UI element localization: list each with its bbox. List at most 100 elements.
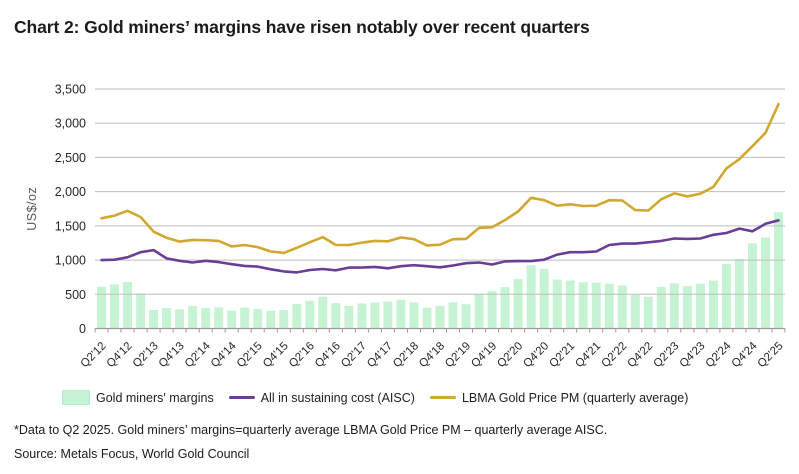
- margin-bar: [513, 278, 523, 329]
- margin-bar: [565, 280, 575, 329]
- margin-bar: [669, 283, 679, 329]
- margin-bar: [630, 295, 640, 329]
- y-tick-label: 3,000: [55, 117, 86, 131]
- margin-bar: [214, 307, 224, 329]
- chart-canvas: 05001,0001,5002,0002,5003,0003,500Q2'12Q…: [25, 83, 786, 371]
- x-tick-label: Q2'15: [235, 340, 265, 370]
- margin-bar: [578, 282, 588, 329]
- margin-bar: [175, 309, 185, 329]
- margin-bar: [448, 302, 458, 329]
- gold-price-line: [100, 102, 780, 255]
- margin-bar: [774, 212, 783, 329]
- margin-bar: [539, 269, 549, 329]
- x-tick-label: Q4'18: [417, 340, 447, 370]
- x-tick-label: Q4'15: [261, 340, 291, 370]
- margins-swatch: [62, 390, 90, 405]
- legend-label-gold-price: LBMA Gold Price PM (quarterly average): [461, 390, 689, 405]
- margin-bar: [266, 310, 276, 329]
- x-tick-label: Q4'24: [730, 340, 760, 370]
- margin-bar: [357, 303, 367, 329]
- margin-bar: [292, 303, 302, 329]
- x-tick-label: Q2'12: [79, 340, 109, 370]
- legend-item-gold-price: LBMA Gold Price PM (quarterly average): [429, 390, 689, 405]
- aisc-swatch: [228, 396, 255, 399]
- margin-bar: [136, 293, 146, 329]
- y-tick-label: 2,500: [55, 151, 86, 165]
- x-tick-label: Q4'19: [469, 340, 499, 370]
- x-tick-label: Q2'19: [443, 340, 473, 370]
- margin-bar: [331, 303, 341, 329]
- margin-bar: [734, 259, 744, 329]
- x-tick-label: Q2'13: [131, 340, 161, 370]
- x-tick-label: Q4'14: [209, 340, 239, 370]
- margin-bar: [656, 286, 666, 329]
- x-tick-label: Q2'20: [495, 340, 525, 370]
- margin-bar: [617, 285, 627, 329]
- gold-price-swatch: [429, 396, 456, 399]
- y-tick-label: 3,500: [55, 83, 86, 97]
- margin-bar: [422, 307, 432, 329]
- margin-bar: [370, 302, 380, 329]
- margin-bar: [604, 283, 614, 329]
- legend-item-margins: Gold miners' margins: [62, 390, 214, 405]
- x-tick-label: Q2'18: [391, 340, 421, 370]
- margin-bar: [461, 304, 471, 329]
- legend-label-margins: Gold miners' margins: [96, 390, 214, 405]
- y-tick-label: 2,000: [55, 185, 86, 199]
- margin-bar: [643, 296, 653, 329]
- margin-bar: [383, 301, 393, 329]
- x-tick-label: Q4'21: [573, 340, 603, 370]
- margin-bar: [318, 296, 328, 329]
- margin-bar: [201, 308, 211, 329]
- margin-bar: [253, 309, 263, 329]
- x-tick-label: Q2'23: [651, 340, 681, 370]
- margin-bar: [396, 299, 406, 329]
- x-tick-label: Q2'24: [704, 340, 734, 370]
- margin-bar: [487, 291, 497, 329]
- margin-bar: [435, 305, 445, 329]
- source-line: Source: Metals Focus, World Gold Council: [14, 447, 250, 461]
- margin-bar: [695, 283, 705, 329]
- margin-bar: [721, 263, 731, 329]
- x-tick-label: Q2'14: [183, 340, 213, 370]
- x-tick-label: Q4'23: [678, 340, 708, 370]
- footnote: *Data to Q2 2025. Gold miners’ margins=q…: [14, 423, 608, 437]
- y-tick-label: 500: [65, 288, 86, 302]
- margin-bar: [500, 287, 510, 329]
- legend-item-aisc: All in sustaining cost (AISC): [228, 390, 415, 405]
- margin-bar: [162, 308, 172, 329]
- x-tick-label: Q4'17: [365, 340, 395, 370]
- margin-bar: [526, 265, 536, 329]
- x-tick-label: Q2'25: [756, 340, 786, 370]
- y-tick-label: 1,000: [55, 254, 86, 268]
- margin-bar: [748, 243, 757, 329]
- aisc-line: [100, 219, 780, 274]
- x-tick-label: Q2'16: [287, 340, 317, 370]
- margin-bar: [409, 302, 419, 329]
- y-tick-label: 0: [79, 322, 86, 336]
- margin-bar: [682, 286, 692, 329]
- chart-title: Chart 2: Gold miners’ margins have risen…: [14, 17, 590, 37]
- margin-bar: [344, 305, 354, 329]
- legend: Gold miners' margins All in sustaining c…: [62, 390, 688, 405]
- margin-bar: [761, 237, 770, 329]
- x-tick-label: Q2'22: [599, 340, 629, 370]
- margin-bar: [97, 286, 106, 329]
- y-tick-label: 1,500: [55, 219, 86, 233]
- legend-label-aisc: All in sustaining cost (AISC): [260, 390, 415, 405]
- x-tick-label: Q2'21: [547, 340, 577, 370]
- margin-bar: [188, 305, 198, 329]
- margin-bar: [305, 300, 315, 329]
- x-tick-label: Q4'12: [105, 340, 135, 370]
- x-tick-label: Q4'22: [625, 340, 655, 370]
- x-tick-label: Q2'17: [339, 340, 369, 370]
- x-tick-label: Q4'13: [157, 340, 187, 370]
- x-tick-label: Q4'16: [313, 340, 343, 370]
- margin-bar: [708, 280, 718, 329]
- margin-bar: [474, 293, 484, 329]
- margin-bar: [149, 310, 159, 329]
- margin-bar: [227, 310, 237, 329]
- margin-bar: [240, 307, 250, 329]
- margin-bar: [123, 282, 132, 329]
- margin-bar: [110, 284, 119, 329]
